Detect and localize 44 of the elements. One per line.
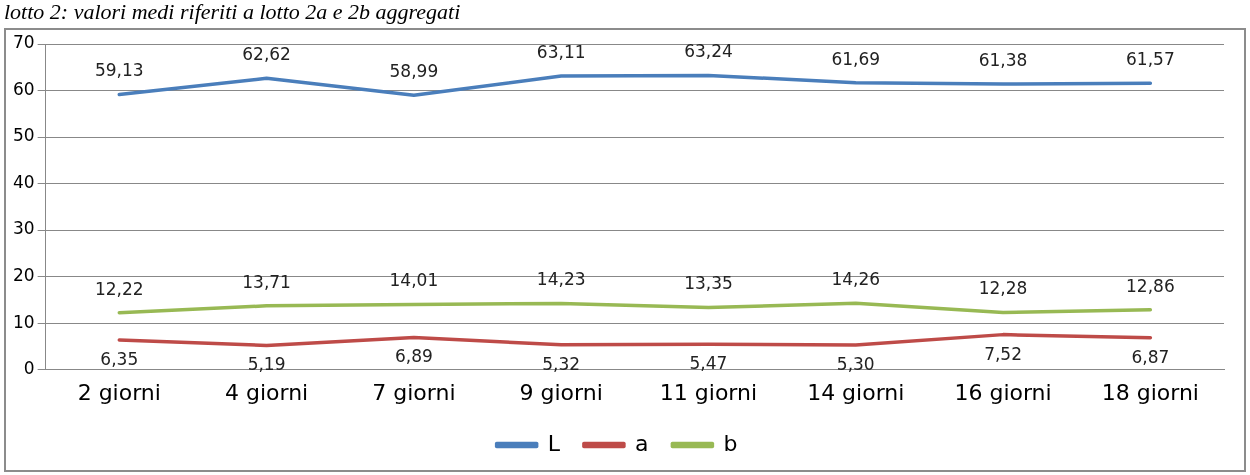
data-label: 12,86 — [1126, 275, 1175, 296]
data-label: 13,35 — [684, 273, 733, 294]
data-label: 5,32 — [542, 353, 581, 374]
data-label: 14,01 — [389, 270, 439, 291]
data-label: 6,87 — [1131, 346, 1170, 367]
data-label: 6,89 — [394, 346, 433, 367]
data-label: 59,13 — [94, 60, 144, 81]
data-label: 5,47 — [689, 353, 728, 374]
data-label: 63,11 — [536, 41, 586, 62]
x-tick-label: 4 giorni — [224, 379, 309, 405]
x-tick-label: 18 giorni — [1101, 379, 1199, 405]
y-tick-label: 20 — [12, 264, 35, 285]
data-label: 61,38 — [978, 50, 1028, 71]
y-tick-label: 40 — [12, 171, 35, 192]
data-label: 63,24 — [684, 41, 733, 62]
y-tick-label: 0 — [23, 358, 35, 379]
data-label: 61,69 — [831, 48, 881, 69]
x-tick-label: 2 giorni — [77, 379, 161, 405]
x-tick-label: 11 giorni — [659, 379, 758, 405]
x-tick-label: 14 giorni — [807, 379, 905, 405]
y-tick-label: 60 — [12, 78, 35, 99]
x-tick-label: 9 giorni — [519, 379, 603, 405]
y-tick-label: 70 — [12, 32, 35, 53]
data-label: 5,30 — [836, 353, 875, 374]
legend-label: L — [547, 430, 561, 456]
data-label: 14,23 — [536, 269, 586, 290]
data-label: 13,71 — [242, 271, 291, 292]
y-tick-label: 50 — [12, 125, 35, 146]
data-label: 7,52 — [984, 343, 1022, 364]
data-label: 62,62 — [242, 44, 291, 65]
x-tick-label: 7 giorni — [372, 379, 456, 405]
y-tick-label: 30 — [12, 218, 35, 239]
chart-title: lotto 2: valori medi riferiti a lotto 2a e 2b aggregati — [3, 0, 462, 24]
data-label: 6,35 — [100, 348, 139, 369]
data-label: 12,28 — [978, 278, 1028, 299]
data-label: 5,19 — [247, 354, 286, 375]
data-label: 12,22 — [94, 278, 144, 299]
y-tick-label: 10 — [12, 311, 35, 332]
data-label: 58,99 — [389, 61, 439, 82]
data-label: 61,57 — [1126, 49, 1175, 70]
legend-label: a — [634, 430, 649, 456]
data-label: 14,26 — [831, 269, 881, 290]
x-tick-label: 16 giorni — [954, 379, 1052, 405]
legend-label: b — [723, 430, 738, 456]
